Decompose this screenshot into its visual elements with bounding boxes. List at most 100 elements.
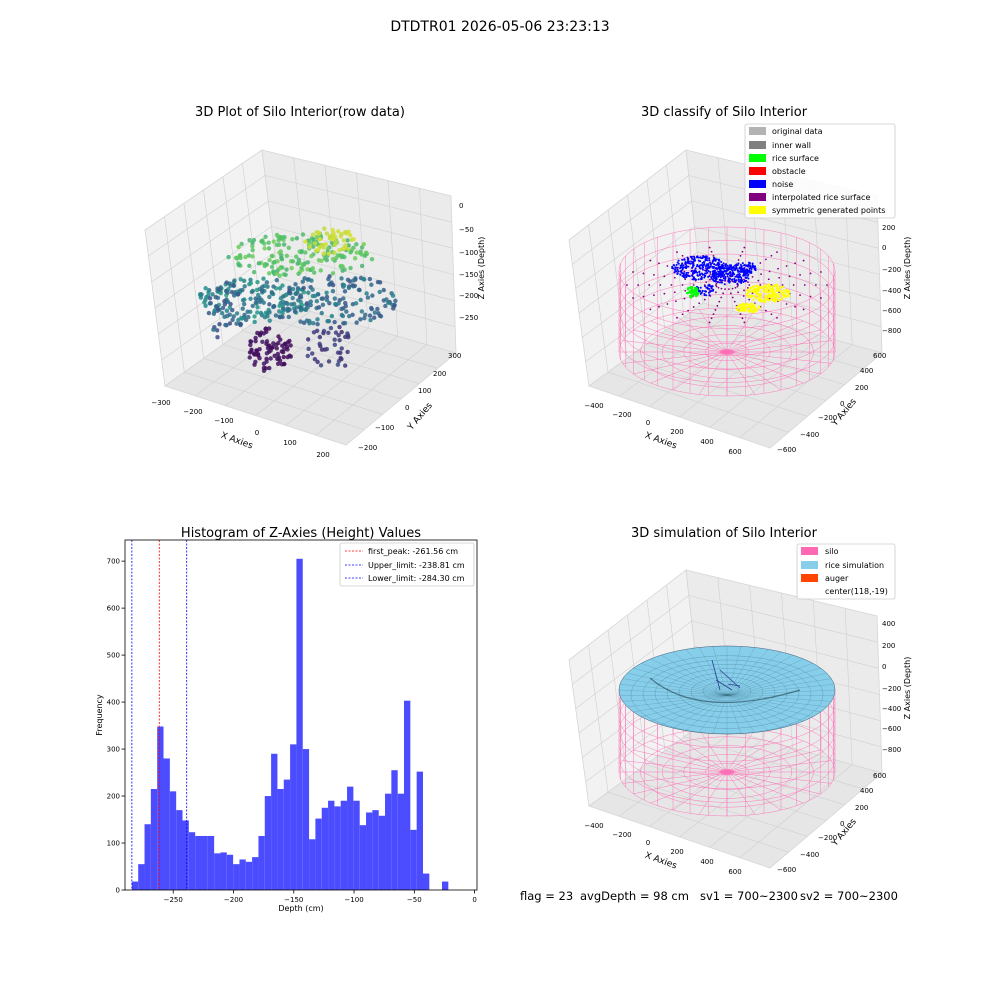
mesh-line	[661, 694, 728, 726]
scatter-point	[325, 318, 330, 324]
histogram-y-ticks: 0 100 200 300 400 500 600 700	[107, 558, 125, 895]
scatter-point	[311, 330, 317, 335]
noise-point	[725, 270, 728, 273]
noise-point	[687, 265, 690, 268]
scatter-point	[341, 306, 346, 311]
noise-point	[734, 268, 737, 271]
scatter-point	[320, 302, 326, 307]
scatter-point	[238, 315, 244, 321]
noise-point	[698, 290, 701, 293]
mesh-line	[726, 694, 827, 707]
z-tick-label: 200	[882, 224, 895, 232]
symmetric-point	[750, 305, 753, 308]
scatter-point	[348, 249, 354, 254]
scatter-point	[255, 305, 260, 310]
mesh-line	[726, 694, 769, 731]
mesh-line	[698, 647, 728, 696]
interpolated-point	[653, 294, 655, 297]
scatter-point	[246, 253, 252, 258]
mesh-line	[726, 667, 821, 696]
noise-point	[695, 271, 698, 274]
scatter-point	[350, 283, 355, 288]
noise-point	[711, 261, 714, 264]
symmetric-point	[746, 289, 749, 292]
x-tick-label: 0	[255, 429, 259, 437]
noise-point	[699, 267, 702, 270]
scatter-point	[332, 296, 338, 301]
noise-point	[676, 272, 679, 275]
mesh-line	[633, 667, 728, 696]
legend-label: symmetric generated points	[772, 206, 885, 215]
noise-point	[680, 270, 683, 273]
x-tick-label: 400	[700, 858, 713, 866]
symmetric-point	[772, 285, 776, 288]
panel4-y-tick-labels: −600 −400 −200 0 200 400 600	[777, 772, 886, 874]
legend-swatch-inner-wall	[749, 141, 766, 149]
scatter-point	[302, 276, 307, 281]
noise-point	[720, 266, 723, 269]
panel2-classified-points	[626, 246, 828, 324]
scatter-point	[340, 268, 345, 273]
scatter-point	[247, 237, 252, 243]
rice-surface-point	[686, 291, 689, 295]
scatter-point	[267, 302, 272, 307]
scatter-point	[387, 300, 392, 306]
silo-spoke	[726, 351, 756, 395]
mesh-line	[641, 694, 728, 717]
noise-point	[722, 262, 725, 265]
y-tick-label: −100	[375, 424, 394, 432]
scatter-point	[255, 279, 260, 285]
symmetric-point	[779, 290, 782, 293]
noise-point	[738, 266, 741, 269]
scatter-point	[358, 317, 363, 322]
scatter-point	[383, 303, 388, 309]
mesh-line	[726, 658, 804, 696]
scatter-point	[248, 296, 253, 301]
histogram-bar	[391, 770, 398, 890]
noise-point	[711, 275, 714, 278]
mesh-line	[726, 646, 742, 696]
interpolated-point	[741, 250, 744, 253]
scatter-point	[238, 322, 243, 328]
symmetric-point	[758, 306, 761, 310]
noise-point	[717, 265, 720, 268]
interpolated-point	[683, 270, 686, 273]
noise-point	[708, 294, 711, 297]
scatter-point	[311, 237, 316, 242]
scatter-point	[231, 282, 236, 288]
scatter-point	[255, 310, 260, 315]
auger-line	[715, 679, 733, 691]
noise-point	[714, 280, 717, 283]
scatter-point	[276, 340, 281, 346]
panel4-title: 3D simulation of Silo Interior	[631, 526, 818, 541]
scatter-point	[283, 272, 288, 277]
noise-point	[712, 271, 715, 274]
scatter-point	[314, 234, 320, 240]
panel2-zlabel: Z Axies (Depth)	[903, 237, 912, 300]
scatter-point	[332, 234, 337, 239]
y-tick-label: 300	[107, 746, 120, 754]
scatter-point	[336, 229, 341, 234]
scatter-point	[274, 278, 280, 283]
scatter-point	[276, 355, 282, 360]
scatter-point	[261, 276, 266, 281]
interpolated-point	[746, 286, 749, 289]
scatter-point	[330, 288, 336, 294]
interpolated-point	[658, 305, 660, 308]
z-tick-label: −50	[459, 226, 474, 234]
scatter-point	[345, 331, 350, 336]
scatter-point	[279, 349, 285, 354]
silo-spoke	[726, 309, 756, 353]
scatter-point	[247, 355, 252, 360]
interpolated-point	[728, 288, 730, 291]
z-tick-label: −400	[882, 705, 901, 713]
scatter-point	[241, 301, 247, 307]
noise-point	[697, 259, 700, 262]
noise-point	[748, 261, 751, 264]
interpolated-point	[692, 306, 695, 308]
interpolated-point	[709, 273, 712, 275]
scatter-point	[322, 256, 328, 261]
scatter-point	[295, 286, 301, 291]
scatter-point	[307, 244, 312, 249]
noise-point	[708, 266, 711, 269]
